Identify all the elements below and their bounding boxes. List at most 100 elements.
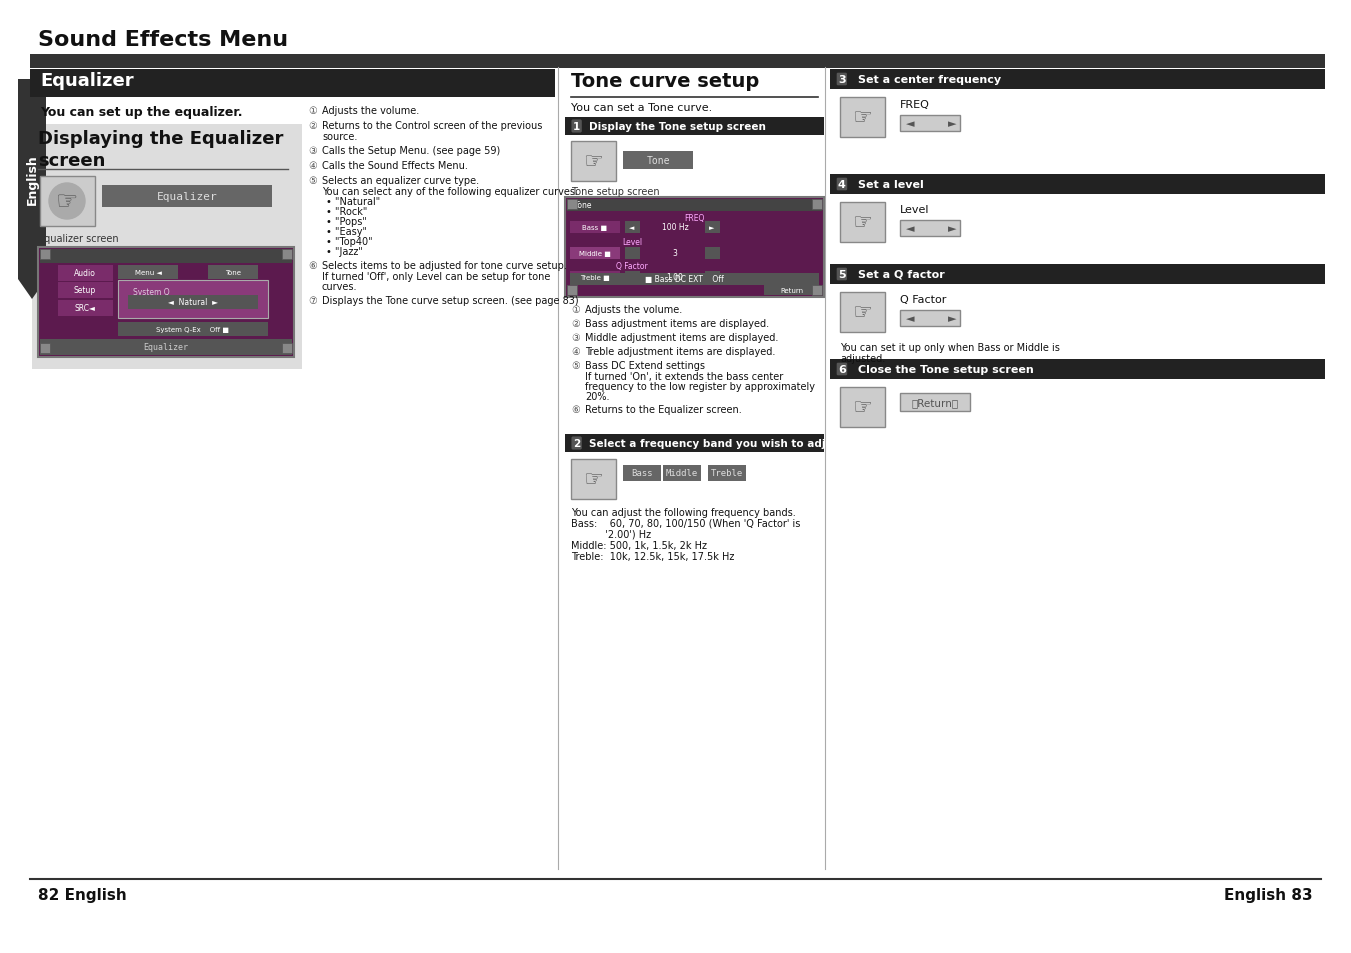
Bar: [128, 295, 258, 310]
Text: Bass: Bass: [631, 469, 653, 478]
Text: Set a center frequency: Set a center frequency: [858, 75, 1001, 85]
Text: ☞: ☞: [55, 190, 78, 213]
Bar: [570, 248, 620, 260]
Text: frequency to the low register by approximately: frequency to the low register by approxi…: [585, 381, 815, 392]
Text: Bass ■: Bass ■: [582, 225, 608, 231]
Text: Treble adjustment items are displayed.: Treble adjustment items are displayed.: [585, 347, 775, 356]
Bar: [282, 250, 292, 260]
Bar: [118, 266, 178, 280]
Text: If turned 'Off', only Level can be setup for tone: If turned 'Off', only Level can be setup…: [322, 272, 550, 282]
Text: You can set it up only when Bass or Middle is: You can set it up only when Bass or Midd…: [840, 343, 1061, 353]
Bar: [118, 281, 267, 318]
Bar: [830, 265, 1325, 285]
Text: ⑤: ⑤: [308, 175, 316, 186]
Text: You can set up the equalizer.: You can set up the equalizer.: [41, 106, 242, 119]
Text: ☞: ☞: [584, 470, 603, 490]
Text: Selects an equalizer curve type.: Selects an equalizer curve type.: [322, 175, 480, 186]
Bar: [626, 248, 640, 260]
Bar: [32, 125, 303, 370]
Text: Calls the Setup Menu. (see page 59): Calls the Setup Menu. (see page 59): [322, 146, 500, 156]
Text: • "Easy": • "Easy": [326, 227, 367, 236]
Bar: [626, 272, 640, 284]
Bar: [623, 152, 693, 170]
Bar: [41, 177, 95, 227]
Text: Bass:    60, 70, 80, 100/150 (When 'Q Factor' is: Bass: 60, 70, 80, 100/150 (When 'Q Facto…: [571, 518, 800, 529]
Text: curves.: curves.: [322, 282, 358, 292]
Bar: [567, 286, 577, 295]
Text: ☞: ☞: [852, 108, 871, 128]
Bar: [570, 272, 620, 284]
Text: Displays the Tone curve setup screen. (see page 83): Displays the Tone curve setup screen. (s…: [322, 295, 578, 306]
Bar: [900, 394, 970, 412]
Bar: [30, 55, 1325, 69]
Bar: [30, 70, 555, 98]
Bar: [118, 323, 267, 336]
Text: ◄  Natural  ►: ◄ Natural ►: [168, 298, 218, 307]
Text: • "Rock": • "Rock": [326, 207, 367, 216]
Text: Audio: Audio: [74, 269, 96, 278]
Text: ►: ►: [948, 119, 957, 129]
Text: 1.00: 1.00: [666, 274, 684, 282]
Text: Equalizer: Equalizer: [143, 343, 189, 352]
Text: Sound Effects Menu: Sound Effects Menu: [38, 30, 288, 50]
Bar: [830, 70, 1325, 90]
Bar: [18, 80, 46, 280]
Text: Select a frequency band you wish to adjust: Select a frequency band you wish to adju…: [589, 438, 844, 449]
Text: ③: ③: [308, 146, 316, 156]
Bar: [567, 200, 577, 210]
Text: Treble:  10k, 12.5k, 15k, 17.5k Hz: Treble: 10k, 12.5k, 15k, 17.5k Hz: [571, 552, 735, 561]
Text: System Q-Ex    Off ■: System Q-Ex Off ■: [157, 327, 230, 333]
Bar: [565, 118, 824, 136]
Bar: [41, 250, 50, 260]
Text: 6: 6: [838, 365, 846, 375]
Text: Level: Level: [621, 237, 642, 247]
Text: Equalizer screen: Equalizer screen: [38, 233, 119, 244]
Bar: [567, 200, 821, 212]
Text: Calls the Sound Effects Menu.: Calls the Sound Effects Menu.: [322, 161, 467, 171]
Text: Tone setup screen: Tone setup screen: [571, 187, 659, 196]
Text: Tone: Tone: [226, 270, 240, 275]
Text: • "Top40": • "Top40": [326, 236, 373, 247]
Text: Returns to the Equalizer screen.: Returns to the Equalizer screen.: [585, 405, 742, 415]
Text: FREQ: FREQ: [684, 213, 704, 223]
Text: Display the Tone setup screen: Display the Tone setup screen: [589, 122, 766, 132]
Text: Set a Q factor: Set a Q factor: [858, 270, 944, 280]
Text: Menu ◄: Menu ◄: [135, 270, 161, 275]
Bar: [663, 465, 701, 481]
Bar: [812, 200, 821, 210]
Bar: [570, 222, 620, 233]
Text: ☞: ☞: [852, 397, 871, 417]
Text: ■ Bass DC EXT    Off: ■ Bass DC EXT Off: [644, 275, 723, 284]
Text: System Q: System Q: [132, 288, 170, 296]
Text: Equalizer: Equalizer: [41, 71, 134, 90]
Bar: [900, 221, 961, 236]
Text: • "Natural": • "Natural": [326, 196, 380, 207]
Bar: [38, 248, 295, 357]
Text: Adjusts the volume.: Adjusts the volume.: [585, 305, 682, 314]
Text: Equalizer: Equalizer: [157, 192, 218, 202]
Text: Q Factor: Q Factor: [900, 294, 946, 305]
Text: ☞: ☞: [852, 213, 871, 233]
Bar: [830, 359, 1325, 379]
Text: Middle adjustment items are displayed.: Middle adjustment items are displayed.: [585, 333, 778, 343]
Bar: [570, 274, 819, 286]
Bar: [900, 116, 961, 132]
Text: ☞: ☞: [584, 152, 603, 172]
Bar: [101, 186, 272, 208]
Text: ④: ④: [571, 347, 580, 356]
Text: Returns to the Control screen of the previous: Returns to the Control screen of the pre…: [322, 121, 542, 131]
Text: ④: ④: [308, 161, 316, 171]
Text: 2: 2: [573, 438, 580, 449]
Bar: [58, 266, 113, 282]
Text: 100 Hz: 100 Hz: [662, 223, 689, 233]
Text: Middle ■: Middle ■: [580, 251, 611, 256]
Text: 3: 3: [838, 75, 846, 85]
Text: ◄: ◄: [907, 314, 915, 324]
Bar: [626, 222, 640, 233]
Text: Treble: Treble: [711, 469, 743, 478]
Text: ⑦: ⑦: [308, 295, 316, 306]
Bar: [705, 222, 720, 233]
Text: ◄: ◄: [907, 224, 915, 233]
Bar: [565, 198, 824, 297]
Bar: [708, 465, 746, 481]
